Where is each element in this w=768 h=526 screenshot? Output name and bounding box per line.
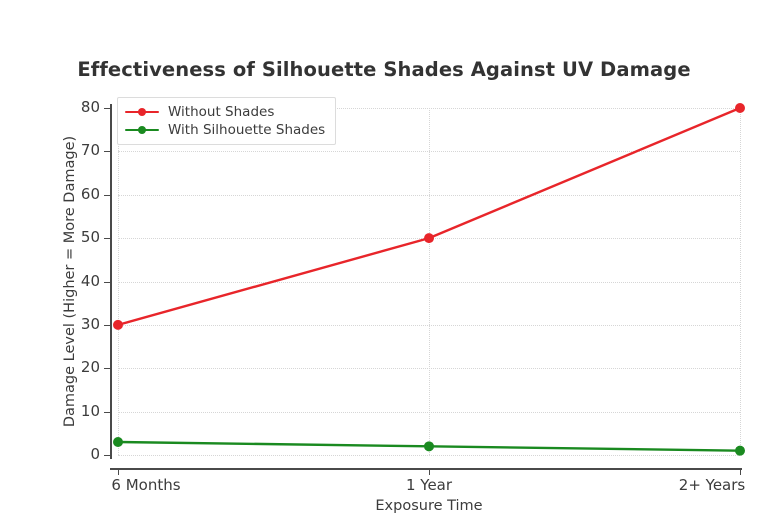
x-tick-label: 6 Months xyxy=(111,476,181,494)
y-tick-label: 70 xyxy=(80,141,100,160)
y-axis-label: Damage Level (Higher = More Damage) xyxy=(62,135,78,428)
x-tick-mark xyxy=(429,468,430,475)
x-axis-spine xyxy=(110,468,742,470)
y-tick-mark xyxy=(104,281,111,283)
y-tick-label: 10 xyxy=(80,401,100,420)
gridline-horizontal xyxy=(118,455,740,456)
x-axis-label: Exposure Time xyxy=(375,498,483,514)
x-tick-mark xyxy=(740,468,741,475)
legend-swatch-red-line-icon xyxy=(125,105,159,119)
y-tick-mark xyxy=(104,411,111,413)
gridline-vertical xyxy=(740,108,741,455)
legend-marker-icon xyxy=(138,126,146,135)
chart-legend: Without Shades With Silhouette Shades xyxy=(117,97,337,145)
y-tick-mark xyxy=(104,324,111,326)
y-tick-mark xyxy=(104,238,111,240)
y-tick-mark xyxy=(104,194,111,196)
y-tick-label: 30 xyxy=(80,314,100,333)
y-tick-mark xyxy=(104,368,111,370)
plot-area xyxy=(118,108,741,456)
legend-label-with-silhouette-shades: With Silhouette Shades xyxy=(168,122,326,138)
chart-title: Effectiveness of Silhouette Shades Again… xyxy=(77,58,691,81)
x-tick-label: 2+ Years xyxy=(678,476,746,494)
y-tick-label: 60 xyxy=(80,184,100,203)
y-tick-label: 50 xyxy=(80,228,100,247)
y-axis-spine xyxy=(110,104,112,459)
y-tick-label: 20 xyxy=(80,358,100,377)
legend-entry-without-shades: Without Shades xyxy=(125,103,325,121)
legend-marker-icon xyxy=(138,108,146,117)
gridline-vertical xyxy=(429,108,430,455)
gridline-vertical xyxy=(118,108,119,455)
x-tick-label: 1 Year xyxy=(405,476,453,494)
legend-swatch-green-line-icon xyxy=(125,123,159,137)
x-tick-mark xyxy=(118,468,119,475)
y-tick-label: 80 xyxy=(80,98,100,116)
legend-label-without-shades: Without Shades xyxy=(168,104,275,120)
y-tick-mark xyxy=(104,151,111,153)
y-tick-label: 0 xyxy=(90,445,100,463)
y-tick-mark xyxy=(104,108,111,109)
y-tick-mark xyxy=(104,455,111,456)
y-tick-label: 40 xyxy=(80,271,100,290)
legend-entry-with-silhouette-shades: With Silhouette Shades xyxy=(125,121,325,139)
